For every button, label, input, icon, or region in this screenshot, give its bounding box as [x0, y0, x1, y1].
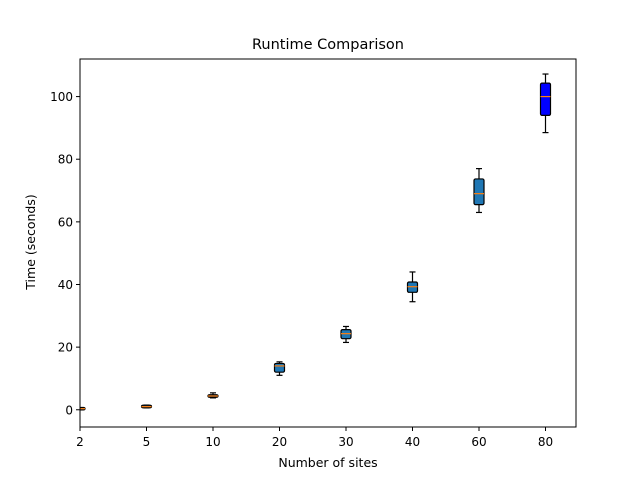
x-tick-label-60: 60 — [471, 435, 486, 449]
chart-title: Runtime Comparison — [252, 37, 404, 53]
x-tick-label-10: 10 — [205, 435, 220, 449]
axes-frame — [79, 58, 577, 428]
box-80 — [539, 82, 552, 116]
y-axis-label: Time (seconds) — [23, 194, 38, 290]
box-20 — [273, 362, 286, 373]
y-tick-label-40: 40 — [58, 278, 73, 292]
plot-area: 0 20 40 60 80 100 2 5 10 20 30 40 60 80 — [50, 58, 577, 449]
x-tick-label-2: 2 — [76, 435, 84, 449]
y-tick-label-100: 100 — [50, 90, 73, 104]
x-tick-label-30: 30 — [338, 435, 353, 449]
box-60 — [473, 178, 485, 206]
x-tick-label-20: 20 — [272, 435, 287, 449]
y-tick-label-0: 0 — [65, 403, 73, 417]
y-tick-label-20: 20 — [58, 341, 73, 355]
y-tick-label-60: 60 — [58, 215, 73, 229]
x-tick-label-5: 5 — [143, 435, 151, 449]
x-tick-label-40: 40 — [405, 435, 420, 449]
y-tick-label-80: 80 — [58, 153, 73, 167]
box-series — [80, 73, 552, 411]
x-axis-label: Number of sites — [278, 455, 377, 470]
x-tick-label-80: 80 — [538, 435, 553, 449]
